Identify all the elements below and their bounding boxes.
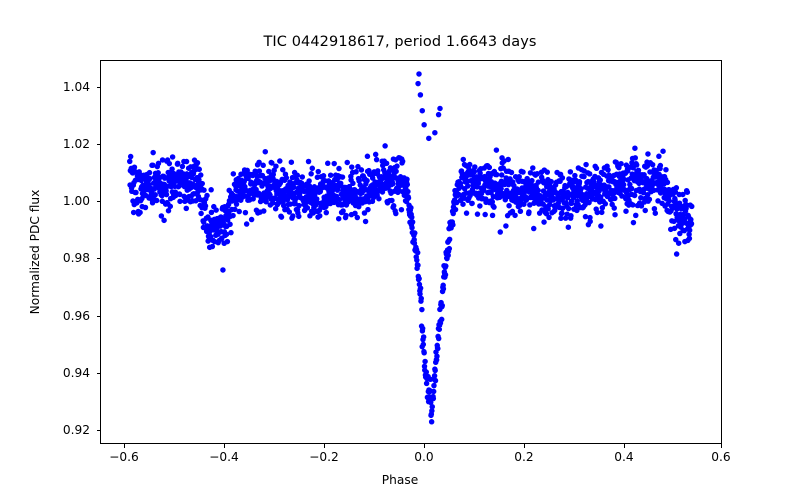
ytick-mark xyxy=(96,201,100,202)
xtick-mark xyxy=(224,444,225,448)
xtick-label: 0.4 xyxy=(614,450,634,464)
xtick-mark xyxy=(524,444,525,448)
ytick-mark xyxy=(96,373,100,374)
ytick-label: 0.94 xyxy=(62,366,90,380)
ytick-label: 0.98 xyxy=(62,251,90,265)
ytick-mark xyxy=(96,258,100,259)
xtick-mark xyxy=(721,444,722,448)
ytick-mark xyxy=(96,144,100,145)
ytick-label: 1.02 xyxy=(62,137,90,151)
yaxis-title: Normalized PDC flux xyxy=(28,189,42,315)
ytick-label: 0.96 xyxy=(62,309,90,323)
xtick-label: 0.0 xyxy=(414,450,434,464)
xtick-mark xyxy=(124,444,125,448)
ytick-mark xyxy=(96,430,100,431)
ytick-label: 0.92 xyxy=(62,423,90,437)
ytick-label: 1.04 xyxy=(62,80,90,94)
xtick-mark xyxy=(324,444,325,448)
xaxis-title: Phase xyxy=(381,473,419,487)
chart-title: TIC 0442918617, period 1.6643 days xyxy=(263,34,537,50)
xtick-label: −0.2 xyxy=(309,450,339,464)
scatter-plot xyxy=(127,71,695,425)
xtick-label: −0.4 xyxy=(209,450,239,464)
xtick-label: 0.2 xyxy=(514,450,534,464)
ytick-label: 1.00 xyxy=(62,194,90,208)
ytick-mark xyxy=(96,316,100,317)
xtick-label: 0.6 xyxy=(711,450,731,464)
xtick-mark xyxy=(624,444,625,448)
xtick-mark xyxy=(424,444,425,448)
plot-axes-area xyxy=(100,60,722,444)
ytick-mark xyxy=(96,87,100,88)
xtick-label: −0.6 xyxy=(109,450,139,464)
